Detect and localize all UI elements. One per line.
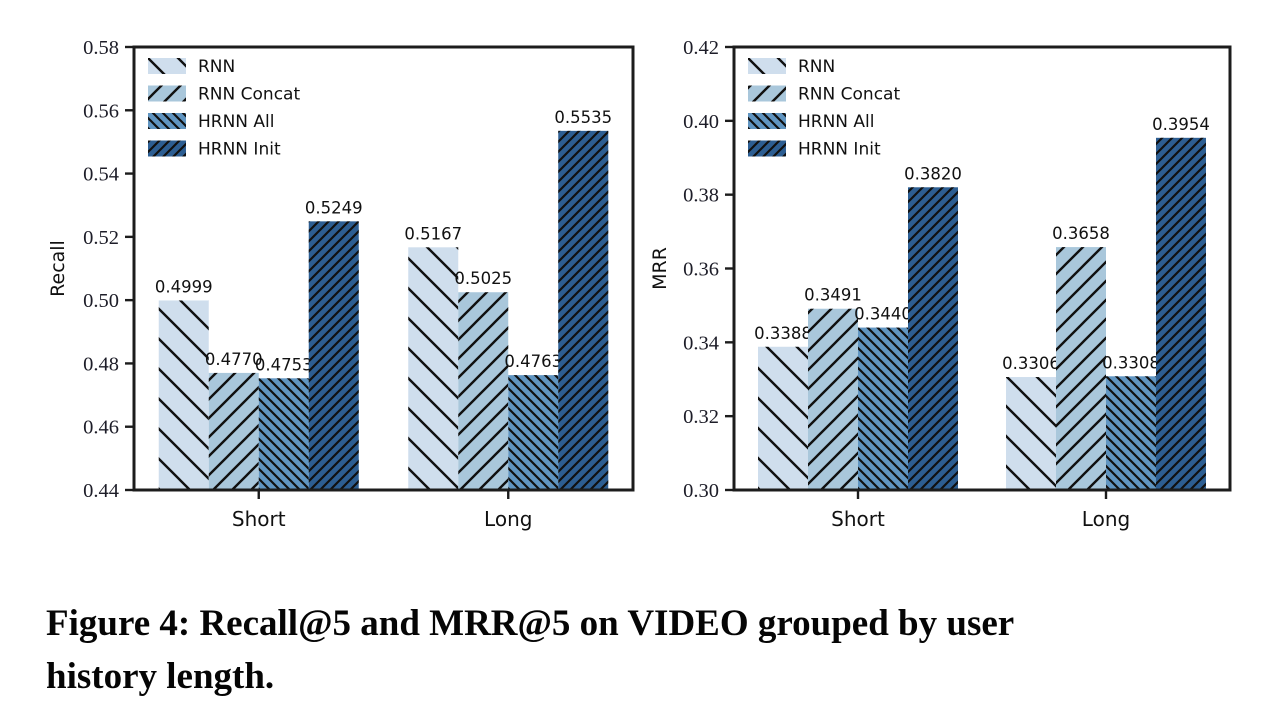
bar-hrnn-init-short-hatch (308, 221, 359, 490)
bar-value-label: 0.3954 (1152, 115, 1210, 134)
legend-item-rnn: RNN (748, 57, 835, 77)
legend-swatch-hatch (148, 58, 186, 74)
bar-value-label: 0.3491 (804, 286, 862, 305)
legend-swatch-hatch (148, 140, 186, 157)
legend-swatch-hatch (148, 113, 186, 129)
legend-swatch-hatch (748, 140, 786, 157)
legend-swatch-hatch (748, 113, 786, 129)
figure-caption: Figure 4: Recall@5 and MRR@5 on VIDEO gr… (46, 598, 1266, 703)
bar-value-label: 0.3388 (754, 324, 812, 343)
legend-label: RNN (198, 57, 235, 77)
bar-value-label: 0.5535 (554, 108, 612, 127)
chart-mrr: 0.3388 0.3306 0.3491 0.3658 0.3440 0.3308 0.38… (649, 37, 1232, 531)
y-tick-label: 0.52 (83, 227, 119, 249)
legend-label: HRNN Init (798, 140, 881, 160)
legend-label: HRNN All (798, 112, 875, 132)
bar-value-label: 0.5025 (454, 269, 512, 288)
y-tick-label: 0.42 (683, 37, 719, 59)
bar-rnn-short-hatch (758, 346, 808, 490)
legend-swatch-hatch (748, 85, 786, 102)
y-tick-label: 0.44 (83, 480, 119, 502)
legend-item-rnn: RNN (148, 57, 235, 77)
bar-value-label: 0.3308 (1102, 353, 1160, 372)
x-tick-label-long: Long (484, 507, 532, 531)
bar-rnn-concat-long-hatch (1056, 247, 1106, 490)
bar-value-label: 0.3658 (1052, 224, 1110, 243)
legend-item-rnn-concat: RNN Concat (748, 85, 900, 105)
bar-rnn-concat-short-hatch (208, 372, 259, 490)
bar-hrnn-all-long-hatch (1106, 376, 1156, 490)
legend-label: RNN Concat (198, 85, 300, 105)
bar-hrnn-init-short-hatch (908, 187, 958, 491)
y-tick-label: 0.50 (83, 290, 119, 312)
bar-hrnn-init-long-hatch (1156, 137, 1206, 490)
y-tick-label: 0.48 (83, 353, 119, 375)
plot-frame (132, 45, 635, 492)
legend-swatch-hatch (148, 85, 186, 102)
bar-value-label: 0.5249 (305, 198, 363, 217)
y-tick-label: 0.30 (683, 480, 719, 502)
bar-hrnn-all-long-hatch (508, 375, 559, 490)
x-tick-label-long: Long (1082, 507, 1130, 531)
bar-value-label: 0.3306 (1002, 354, 1060, 373)
x-tick-label-short: Short (232, 507, 286, 531)
legend-swatch-hatch (748, 58, 786, 74)
legend-label: HRNN Init (198, 140, 281, 160)
bar-rnn-long-hatch (1006, 377, 1056, 490)
bar-rnn-concat-long-hatch (458, 292, 509, 490)
y-axis-label: MRR (649, 247, 671, 290)
legend-label: RNN (798, 57, 835, 77)
y-tick-label: 0.36 (683, 259, 719, 281)
bar-value-label: 0.4763 (504, 352, 562, 371)
legend-label: RNN Concat (798, 85, 900, 105)
y-axis-label: Recall (47, 240, 69, 297)
y-tick-label: 0.46 (83, 417, 119, 439)
chart-recall: 0.4999 0.5167 0.4770 0.5025 0.4753 0.4763 0.52… (47, 37, 635, 531)
charts-canvas: 0.4999 0.5167 0.4770 0.5025 0.4753 0.4763 0.52… (47, 37, 1232, 531)
bar-hrnn-all-short-hatch (858, 327, 908, 490)
bar-value-label: 0.3440 (854, 305, 912, 324)
bar-value-label: 0.4770 (205, 350, 263, 369)
bar-rnn-short-hatch (158, 300, 209, 490)
legend-item-hrnn-all: HRNN All (748, 112, 875, 132)
caption-line-1: Figure 4: Recall@5 and MRR@5 on VIDEO gr… (46, 603, 1015, 644)
bar-value-label: 0.4753 (255, 355, 313, 374)
legend-item-rnn-concat: RNN Concat (148, 85, 300, 105)
bar-rnn-long-hatch (408, 247, 459, 490)
y-tick-label: 0.34 (683, 332, 719, 354)
y-tick-label: 0.40 (683, 111, 719, 133)
y-tick-label: 0.58 (83, 37, 119, 59)
x-tick-label-short: Short (831, 507, 885, 531)
bar-hrnn-init-long-hatch (558, 130, 609, 490)
legend-item-hrnn-all: HRNN All (148, 112, 275, 132)
y-tick-label: 0.56 (83, 100, 119, 122)
bar-value-label: 0.3820 (904, 164, 962, 183)
legend: RNN RNN Concat HRNN All HRNN Init (748, 57, 900, 160)
bar-value-label: 0.5167 (404, 224, 462, 243)
legend-item-hrnn-init: HRNN Init (748, 140, 881, 160)
y-tick-label: 0.54 (83, 164, 119, 186)
bar-value-label: 0.4999 (155, 277, 213, 296)
y-tick-label: 0.32 (683, 406, 719, 428)
bar-rnn-concat-short-hatch (808, 308, 858, 490)
legend-label: HRNN All (198, 112, 275, 132)
caption-line-2: history length. (46, 655, 275, 697)
legend: RNN RNN Concat HRNN All HRNN Init (148, 57, 300, 160)
bar-hrnn-all-short-hatch (258, 378, 309, 490)
y-tick-label: 0.38 (683, 185, 719, 207)
legend-item-hrnn-init: HRNN Init (148, 140, 281, 160)
